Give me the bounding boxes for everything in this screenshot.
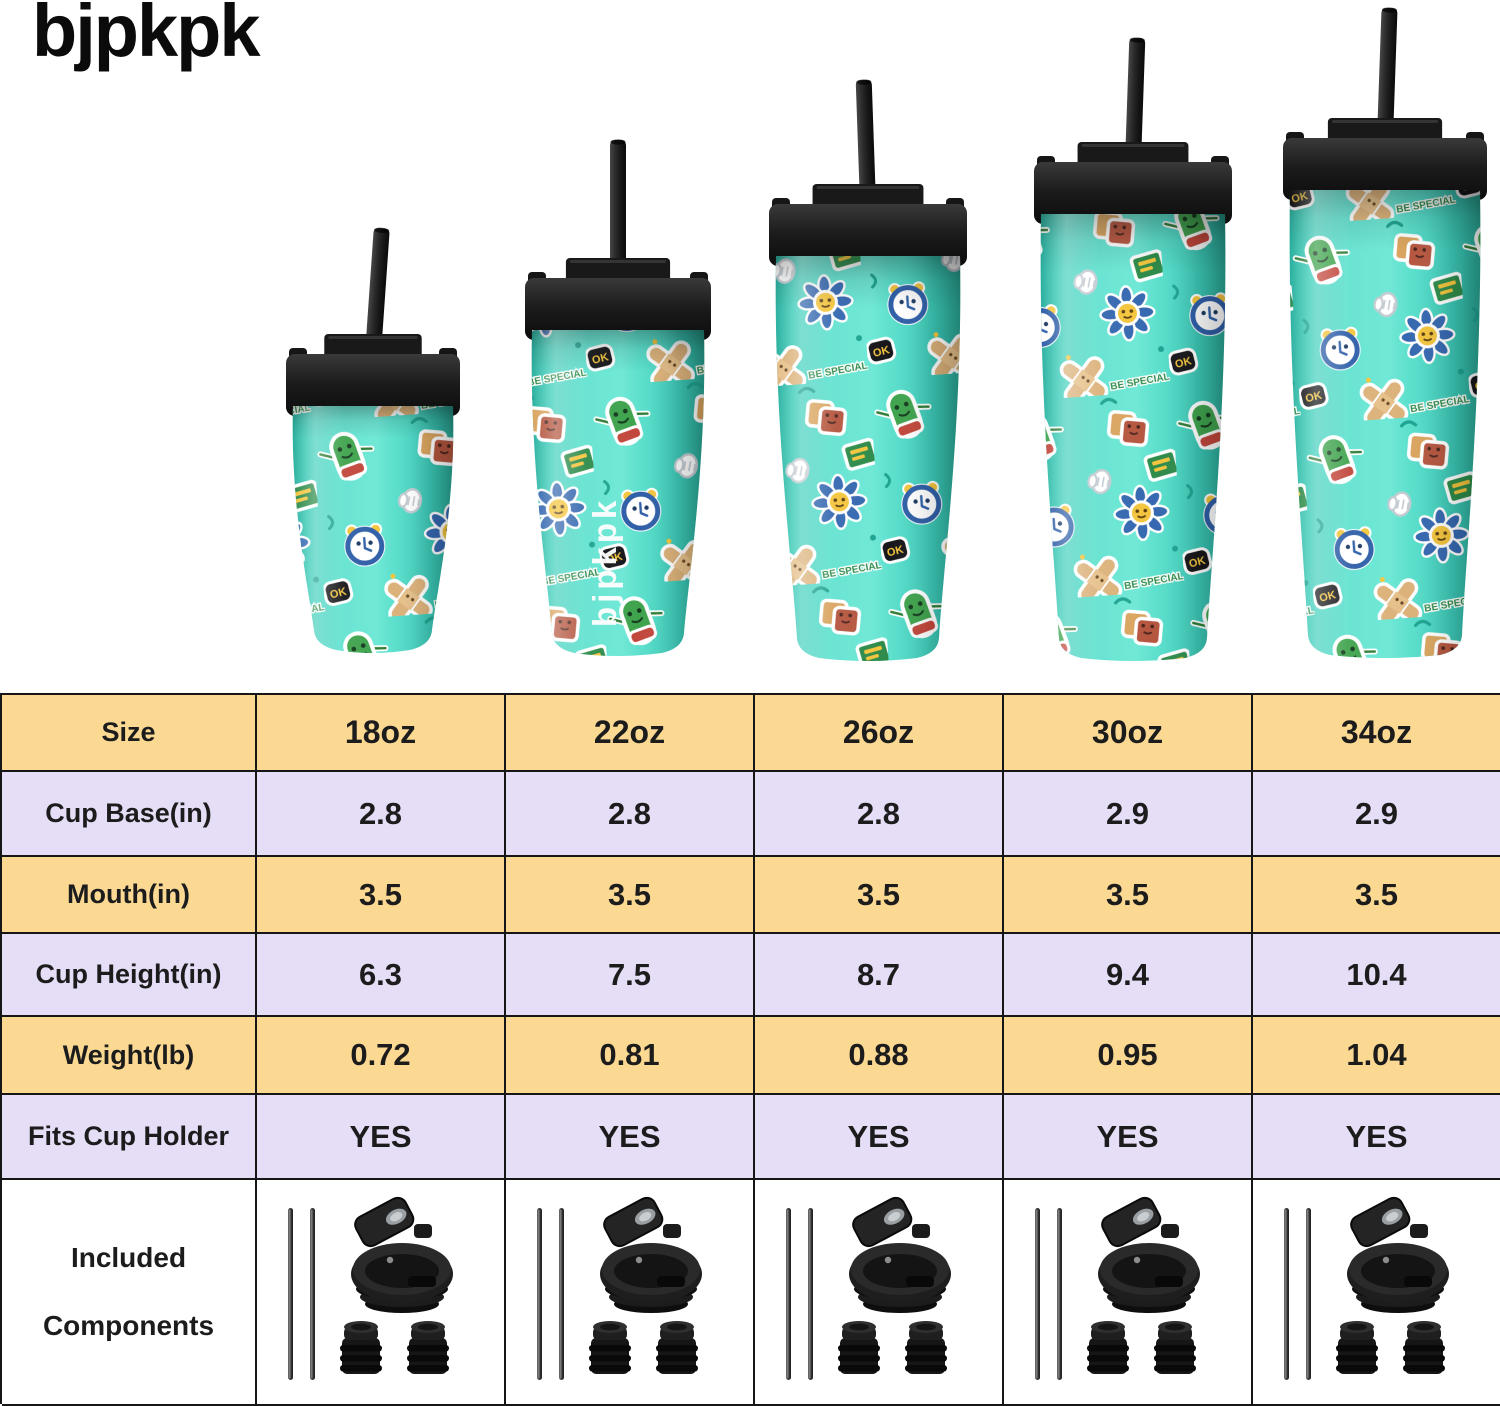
row-label-cup-height-in: Cup Height(in) — [2, 934, 257, 1017]
metal-straws-icon — [786, 1208, 813, 1380]
tumbler-lid — [1034, 142, 1232, 224]
spec-cell-cup-base-in-18oz: 2.8 — [257, 772, 506, 857]
tumbler-26oz: OK BE SPECIAL — [769, 79, 967, 661]
included-components-image — [1284, 1196, 1449, 1380]
spec-cell-fits-cup-holder-22oz: YES — [506, 1095, 755, 1180]
tumbler-straw — [1124, 37, 1146, 171]
row-label-weight-lb: Weight(lb) — [2, 1017, 257, 1095]
spec-cell-fits-cup-holder-18oz: YES — [257, 1095, 506, 1180]
straw-stoppers-icon — [589, 1321, 698, 1374]
row-label-mouth-in: Mouth(in) — [2, 857, 257, 934]
straw-stoppers-icon — [1336, 1321, 1445, 1374]
straw-stoppers-icon — [838, 1321, 947, 1374]
included-components-image — [1035, 1196, 1200, 1380]
row-label-fits-cup-holder: Fits Cup Holder — [2, 1095, 257, 1180]
spec-cell-cup-height-in-18oz: 6.3 — [257, 934, 506, 1017]
tumbler-lid — [525, 258, 711, 340]
tumbler-lid — [1283, 118, 1487, 200]
metal-straws-icon — [1035, 1208, 1062, 1380]
col-header-26oz: 26oz — [755, 695, 1004, 772]
spec-cell-mouth-in-30oz: 3.5 — [1004, 857, 1253, 934]
col-header-size: Size — [2, 695, 257, 772]
tumbler-straw — [364, 227, 390, 363]
brand-logo: bjpkpk — [32, 0, 260, 72]
straw-stoppers-icon — [1087, 1321, 1196, 1374]
tumbler-body — [1040, 214, 1226, 661]
included-components-image — [288, 1196, 453, 1380]
tumbler-30oz: OK BE SPECIAL — [1034, 37, 1232, 661]
flip-lid-icon — [351, 1196, 453, 1313]
col-header-34oz: 34oz — [1253, 695, 1500, 772]
spec-cell-fits-cup-holder-34oz: YES — [1253, 1095, 1500, 1180]
tumbler-22oz: OK BE SPECIAL bjpkpk — [525, 139, 711, 656]
spec-cell-weight-lb-18oz: 0.72 — [257, 1017, 506, 1095]
tumbler-straw — [855, 79, 877, 213]
metal-straws-icon — [1284, 1208, 1311, 1380]
metal-straws-icon — [288, 1208, 315, 1380]
flip-lid-icon — [849, 1196, 951, 1313]
spec-cell-cup-height-in-22oz: 7.5 — [506, 934, 755, 1017]
spec-cell-weight-lb-26oz: 0.88 — [755, 1017, 1004, 1095]
included-components-cell-18oz — [257, 1180, 506, 1406]
spec-cell-fits-cup-holder-30oz: YES — [1004, 1095, 1253, 1180]
col-header-30oz: 30oz — [1004, 695, 1253, 772]
tumbler-lid — [286, 334, 460, 416]
spec-cell-weight-lb-22oz: 0.81 — [506, 1017, 755, 1095]
flip-lid-icon — [1347, 1196, 1449, 1313]
spec-cell-cup-base-in-34oz: 2.9 — [1253, 772, 1500, 857]
tumbler-body — [775, 256, 961, 661]
flip-lid-icon — [1098, 1196, 1200, 1313]
spec-cell-mouth-in-26oz: 3.5 — [755, 857, 1004, 934]
row-label-included-components: Included Components — [2, 1180, 257, 1406]
tumbler-body — [1289, 190, 1481, 658]
spec-cell-mouth-in-34oz: 3.5 — [1253, 857, 1500, 934]
included-components-image — [537, 1196, 702, 1380]
included-components-label-line: Components — [42, 1310, 215, 1341]
metal-straws-icon — [537, 1208, 564, 1380]
spec-cell-mouth-in-18oz: 3.5 — [257, 857, 506, 934]
tumbler-straw — [1376, 7, 1398, 147]
tumbler-brand-logo: bjpkpk — [586, 497, 623, 627]
spec-cell-mouth-in-22oz: 3.5 — [506, 857, 755, 934]
included-components-cell-34oz — [1253, 1180, 1500, 1406]
tumbler-body — [531, 330, 705, 656]
included-components-cell-30oz — [1004, 1180, 1253, 1406]
col-header-18oz: 18oz — [257, 695, 506, 772]
spec-cell-cup-height-in-26oz: 8.7 — [755, 934, 1004, 1017]
spec-table: Size 18oz 22oz 26oz 30oz 34oz Cup Base(in) 2.8 2… — [0, 693, 1500, 1406]
tumbler-34oz: OK BE SPECIAL — [1283, 7, 1487, 658]
spec-cell-cup-height-in-34oz: 10.4 — [1253, 934, 1500, 1017]
tumbler-lid — [769, 184, 967, 266]
spec-cell-cup-height-in-30oz: 9.4 — [1004, 934, 1253, 1017]
tumbler-straw — [610, 139, 626, 286]
spec-cell-fits-cup-holder-26oz: YES — [755, 1095, 1004, 1180]
tumbler-lineup: OK BE SPECIAL — [0, 0, 1500, 693]
tumbler-18oz: OK BE SPECIAL — [286, 227, 460, 653]
col-header-22oz: 22oz — [506, 695, 755, 772]
included-components-cell-26oz — [755, 1180, 1004, 1406]
included-components-image — [786, 1196, 951, 1380]
spec-cell-cup-base-in-30oz: 2.9 — [1004, 772, 1253, 857]
spec-cell-weight-lb-34oz: 1.04 — [1253, 1017, 1500, 1095]
tumbler-body — [292, 406, 454, 653]
included-components-label-line: Included — [70, 1242, 187, 1273]
flip-lid-icon — [600, 1196, 702, 1313]
spec-cell-weight-lb-30oz: 0.95 — [1004, 1017, 1253, 1095]
row-label-cup-base-in: Cup Base(in) — [2, 772, 257, 857]
spec-cell-cup-base-in-26oz: 2.8 — [755, 772, 1004, 857]
included-components-cell-22oz — [506, 1180, 755, 1406]
straw-stoppers-icon — [340, 1321, 449, 1374]
spec-cell-cup-base-in-22oz: 2.8 — [506, 772, 755, 857]
